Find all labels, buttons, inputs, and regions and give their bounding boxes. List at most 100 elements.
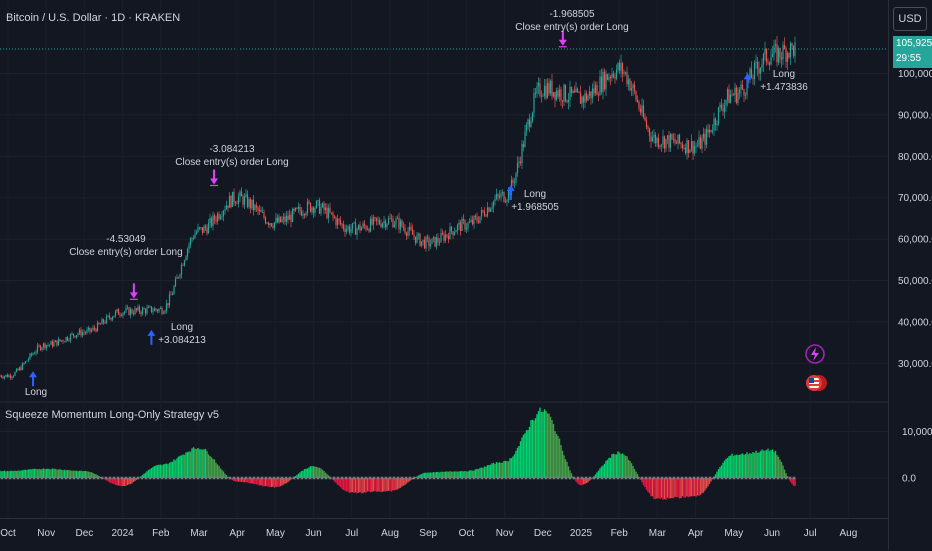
momentum-bar [378, 478, 381, 492]
candle-body [594, 85, 597, 94]
momentum-bar [96, 475, 99, 478]
momentum-bar [281, 478, 283, 486]
candle-body [464, 220, 466, 230]
squeeze-dot [252, 476, 256, 480]
momentum-bar [204, 448, 207, 478]
lightning-alert-icon[interactable] [804, 343, 826, 365]
entry-label: Long [773, 69, 795, 80]
momentum-bar [312, 466, 315, 478]
squeeze-dot [564, 476, 568, 480]
momentum-bar [99, 476, 102, 478]
momentum-bar [224, 473, 226, 478]
candle-body [404, 227, 406, 233]
momentum-bar [254, 478, 256, 485]
momentum-bar [633, 469, 636, 478]
momentum-bar [654, 478, 657, 500]
candle-body [381, 223, 384, 227]
squeeze-dot [720, 476, 724, 480]
candle-body [753, 62, 756, 80]
momentum-bar [299, 472, 301, 478]
momentum-bar [632, 465, 634, 478]
squeeze-dot [400, 476, 404, 480]
momentum-bar [176, 458, 178, 478]
candle-body [144, 309, 147, 314]
currency-button[interactable]: USD [893, 7, 927, 31]
candle-body [234, 202, 237, 204]
candle-body [492, 201, 495, 208]
momentum-bar [75, 470, 78, 478]
momentum-bar [759, 451, 762, 478]
squeeze-dot [560, 476, 564, 480]
momentum-bar [320, 468, 322, 478]
squeeze-dot [260, 476, 264, 480]
candle-body [474, 216, 477, 218]
momentum-bar [72, 470, 75, 478]
squeeze-dot [464, 476, 468, 480]
momentum-bar [251, 478, 253, 484]
candle-body [279, 216, 282, 222]
squeeze-dot [316, 476, 320, 480]
candle-body [194, 233, 196, 239]
candle-body [242, 196, 244, 205]
candle-body [35, 351, 37, 354]
squeeze-dot [436, 476, 440, 480]
us-flag-icon[interactable] [804, 372, 828, 394]
time-axis-label: Jul [345, 528, 358, 539]
squeeze-dot [304, 476, 308, 480]
candle-body [74, 335, 76, 338]
momentum-bar [614, 454, 616, 478]
squeeze-dot [356, 476, 360, 480]
momentum-bar [186, 452, 189, 478]
candle-body [693, 146, 696, 154]
candle-body [348, 226, 351, 233]
candle-body [536, 86, 538, 94]
candle-body [497, 194, 499, 196]
momentum-bar [93, 473, 96, 478]
momentum-bar [639, 478, 642, 480]
squeeze-dot [332, 476, 336, 480]
long-entry-arrow [29, 371, 38, 387]
momentum-bar [362, 478, 364, 494]
squeeze-dot [440, 476, 444, 480]
squeeze-dot [476, 476, 480, 480]
squeeze-dot [672, 476, 676, 480]
squeeze-dot [280, 476, 284, 480]
momentum-bar [23, 469, 25, 478]
candle-body [585, 93, 588, 101]
momentum-bar [624, 455, 627, 478]
momentum-bar [630, 463, 633, 478]
momentum-bar [513, 454, 516, 478]
momentum-bar [164, 463, 166, 478]
momentum-bar [780, 462, 783, 478]
momentum-bar [264, 478, 267, 486]
momentum-bar [794, 478, 796, 487]
momentum-bar [50, 469, 52, 478]
time-axis[interactable] [0, 518, 888, 551]
candle-body [396, 217, 399, 219]
time-axis-label: Nov [496, 528, 514, 539]
momentum-bar [246, 478, 249, 483]
candle-body [125, 308, 127, 312]
squeeze-dot [732, 476, 736, 480]
momentum-bar [530, 420, 532, 478]
momentum-bar [90, 472, 93, 478]
candle-body [429, 243, 432, 247]
candle-body [690, 141, 693, 150]
candle-body [524, 131, 526, 148]
candle-body [671, 134, 673, 140]
momentum-bar [723, 460, 726, 478]
squeeze-dot [692, 476, 696, 480]
momentum-bar [17, 470, 19, 478]
squeeze-dot [240, 476, 244, 480]
candle-body [752, 78, 754, 80]
squeeze-dot [336, 476, 340, 480]
candle-body [14, 371, 16, 376]
momentum-bar [594, 474, 597, 478]
momentum-bar [537, 411, 540, 478]
momentum-bar [48, 469, 51, 478]
momentum-bar [690, 478, 693, 497]
candle-body [699, 137, 702, 149]
candle-body [237, 196, 240, 204]
